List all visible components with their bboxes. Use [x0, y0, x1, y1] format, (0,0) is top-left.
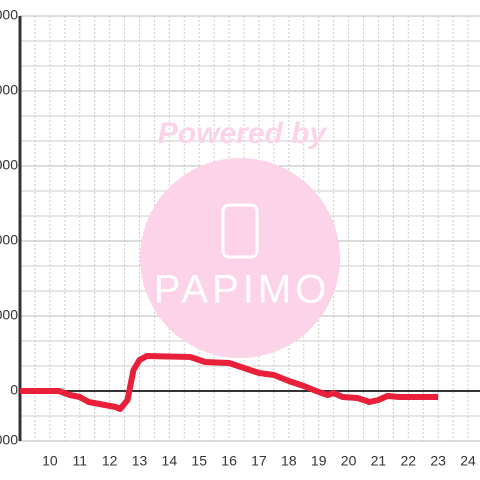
y-tick-label: 150,000: [0, 7, 18, 23]
watermark-text: Powered by: [158, 117, 328, 150]
x-tick-label: 10: [42, 453, 58, 469]
x-tick-label: 15: [191, 453, 207, 469]
y-tick-label: 90,000: [0, 157, 18, 173]
x-tick-label: 11: [72, 453, 87, 469]
x-tick-label: 18: [281, 453, 297, 469]
x-tick-label: 22: [401, 453, 417, 469]
y-tick-label: 30,000: [0, 307, 18, 323]
x-tick-label: 21: [371, 453, 387, 469]
x-tick-label: 19: [311, 453, 327, 469]
x-tick-label: 20: [341, 453, 357, 469]
y-tick-label: 60,000: [0, 232, 18, 248]
x-tick-label: 12: [102, 453, 118, 469]
watermark: Powered by PAPIMO: [140, 117, 340, 358]
x-tick-label: 24: [460, 453, 476, 469]
x-tick-label: 16: [221, 453, 237, 469]
x-tick-label: 13: [132, 453, 148, 469]
data-line: [20, 353, 439, 412]
y-tick-label: 0: [10, 382, 18, 398]
phone-icon: [221, 203, 259, 259]
x-tick-label: 14: [162, 453, 178, 469]
y-tick-label: -20,000: [0, 432, 18, 448]
watermark-text: PAPIMO: [154, 268, 331, 312]
y-tick-label: 120,000: [0, 82, 18, 98]
x-tick-label: 23: [430, 453, 446, 469]
x-tick-label: 17: [251, 453, 267, 469]
